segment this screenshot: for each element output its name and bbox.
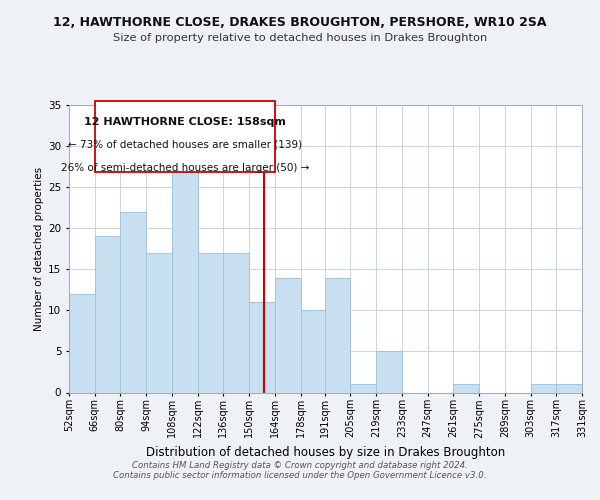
- Bar: [223, 253, 249, 392]
- Bar: [198, 253, 223, 392]
- Bar: [530, 384, 556, 392]
- Bar: [301, 310, 325, 392]
- Text: Size of property relative to detached houses in Drakes Broughton: Size of property relative to detached ho…: [113, 33, 487, 43]
- Bar: [325, 278, 350, 392]
- Text: Contains public sector information licensed under the Open Government Licence v3: Contains public sector information licen…: [113, 472, 487, 480]
- Bar: [249, 302, 275, 392]
- Text: 12 HAWTHORNE CLOSE: 158sqm: 12 HAWTHORNE CLOSE: 158sqm: [84, 116, 286, 126]
- Bar: [453, 384, 479, 392]
- Bar: [172, 154, 198, 392]
- FancyBboxPatch shape: [95, 101, 275, 172]
- Text: Contains HM Land Registry data © Crown copyright and database right 2024.: Contains HM Land Registry data © Crown c…: [132, 462, 468, 470]
- Bar: [275, 278, 301, 392]
- Bar: [69, 294, 95, 392]
- X-axis label: Distribution of detached houses by size in Drakes Broughton: Distribution of detached houses by size …: [146, 446, 505, 459]
- Y-axis label: Number of detached properties: Number of detached properties: [34, 166, 44, 331]
- Bar: [376, 352, 402, 393]
- Bar: [121, 212, 146, 392]
- Bar: [556, 384, 582, 392]
- Bar: [350, 384, 376, 392]
- Text: ← 73% of detached houses are smaller (139): ← 73% of detached houses are smaller (13…: [68, 140, 302, 149]
- Bar: [95, 236, 121, 392]
- Text: 12, HAWTHORNE CLOSE, DRAKES BROUGHTON, PERSHORE, WR10 2SA: 12, HAWTHORNE CLOSE, DRAKES BROUGHTON, P…: [53, 16, 547, 30]
- Bar: [146, 253, 172, 392]
- Text: 26% of semi-detached houses are larger (50) →: 26% of semi-detached houses are larger (…: [61, 162, 309, 172]
